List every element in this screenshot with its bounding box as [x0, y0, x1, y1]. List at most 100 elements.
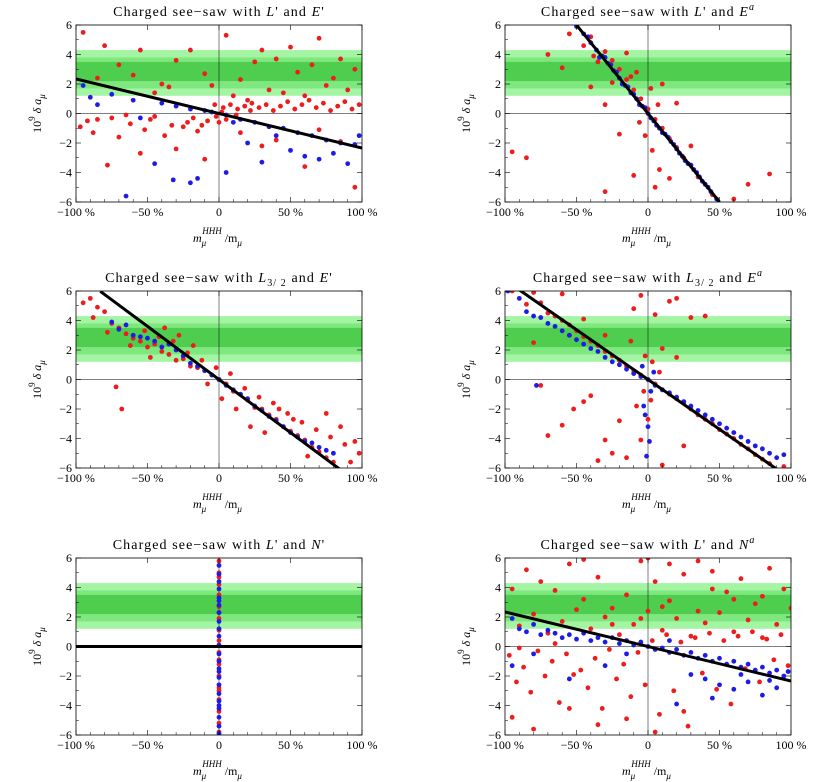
c2-red-point-7	[137, 338, 143, 344]
c0-red-point-73	[259, 143, 265, 149]
c0-red-point-79	[238, 130, 243, 136]
c5-blue-point-41	[717, 682, 722, 688]
c2-red-point-50	[299, 419, 305, 425]
c2-red-point-53	[342, 442, 348, 447]
c4-xtick-label-3: 50 %	[278, 738, 303, 752]
c1-red-point-37	[631, 173, 637, 178]
c3-blue-point-28	[709, 416, 715, 422]
c5-red-point-67	[614, 676, 619, 682]
panel-charged-seesaw-L-prime-E-prime: −6 −4 −2 0 2 4 6 −100 % −50 % 0 50 % 100 % Charged s…	[27, 5, 378, 248]
c3-red-point-69	[657, 369, 662, 375]
c3-red-point-57	[642, 353, 648, 359]
c0-red-point-65	[199, 122, 205, 128]
c0-red-point-29	[302, 93, 308, 99]
c2-red-point-11	[166, 352, 172, 357]
c0-red-point-44	[256, 105, 262, 110]
c3-red-point-59	[602, 332, 608, 338]
c0-red-point-56	[342, 99, 348, 105]
c4-blue-point-7	[216, 619, 222, 624]
c0-red-point-3	[137, 47, 143, 53]
c0-red-point-13	[309, 62, 315, 68]
c1-red-point-27	[648, 86, 654, 91]
c0-red-point-0	[80, 29, 86, 35]
c5-red-point-33	[702, 620, 708, 626]
c5-red-point-29	[645, 608, 651, 614]
c3-red-point-46	[588, 393, 594, 399]
c5-red-point-31	[674, 616, 679, 621]
c5-red-point-69	[642, 682, 648, 688]
c4-blue-point-17	[216, 698, 222, 704]
c0-blue-point-35	[230, 119, 236, 125]
c4-red-point-7	[216, 638, 222, 643]
c5-blue-point-35	[760, 664, 765, 670]
c3-blue-point-2	[524, 309, 529, 315]
c2-red-point-57	[323, 411, 329, 416]
c3-blue-point-7	[559, 328, 565, 334]
c5-blue-point-9	[574, 636, 579, 642]
c3-red-point-72	[531, 340, 536, 346]
c3-ytick-label-3: 0	[495, 373, 501, 387]
c0-xlabel: mμHHH /mμ	[193, 226, 242, 248]
c5-red-point-12	[681, 571, 687, 577]
c1-ytick-label-3: 0	[495, 107, 501, 121]
c5-red-point-47	[606, 647, 612, 652]
c2-xtick-label-4: 100 %	[347, 471, 378, 485]
c3-blue-point-6	[552, 324, 558, 329]
c5-red-point-10	[652, 579, 658, 584]
c2-red-point-49	[285, 411, 291, 416]
c5-red-point-25	[588, 626, 594, 632]
c5-red-point-38	[774, 621, 780, 627]
c4-blue-point-14	[216, 675, 222, 680]
c5-blue-point-1	[516, 626, 522, 632]
c0-red-point-40	[228, 102, 233, 108]
c2-xtick-label-1: −50 %	[132, 471, 164, 485]
c0-red-point-2	[116, 62, 122, 68]
c2-red-point-12	[173, 357, 179, 363]
c3-red-point-62	[681, 443, 687, 449]
c4-blue-point-1	[216, 571, 222, 577]
c5-red-point-6	[595, 574, 601, 580]
c2-red-point-45	[228, 371, 233, 376]
c0-red-point-78	[302, 164, 308, 170]
c5-red-point-63	[556, 700, 562, 705]
c5-red-point-26	[602, 614, 608, 620]
c1-xtick-label-0: −100 %	[486, 205, 524, 219]
c5-red-point-52	[678, 639, 684, 645]
c5-red-point-60	[514, 679, 519, 685]
c4-title: Charged see−saw with L' and N'	[113, 538, 326, 553]
c5-red-point-75	[728, 701, 734, 707]
c3-red-point-66	[648, 397, 654, 403]
c3-blue-point-29	[717, 421, 722, 427]
c0-xtick-label-2: 0	[216, 205, 222, 219]
c0-red-point-23	[166, 84, 172, 90]
c3-red-point-53	[702, 313, 708, 319]
c4-blue-point-19	[216, 714, 222, 720]
c2-blue-point-24	[137, 334, 143, 340]
c3-red-point-67	[641, 388, 647, 394]
c1-red-point-43	[624, 50, 629, 56]
c1-red-point-8	[631, 87, 637, 93]
c3-ytick-label-5: 4	[495, 314, 501, 328]
c3-red-point-45	[617, 418, 622, 424]
c0-red-point-71	[105, 162, 110, 168]
c2-red-point-8	[145, 344, 150, 350]
c5-red-point-28	[631, 621, 637, 627]
c3-red-point-44	[638, 437, 644, 443]
c2-red-point-59	[305, 453, 311, 459]
c3-blue-point-47	[651, 369, 657, 375]
c4-blue-point-12	[216, 658, 222, 664]
c0-red-point-74	[273, 137, 279, 143]
c0-red-point-20	[95, 75, 100, 81]
c3-ytick-label-1: −4	[488, 432, 501, 446]
c5-red-point-96	[552, 641, 558, 646]
c0-ytick-label-4: 2	[66, 77, 72, 91]
c0-red-point-63	[162, 133, 168, 139]
c3-title: Charged see−saw with L3/ 2 and Ea	[533, 268, 763, 289]
c5-blue-point-23	[674, 647, 679, 652]
c0-blue-point-22	[331, 150, 336, 156]
c3-blue-point-16	[624, 366, 629, 372]
c0-red-point-27	[266, 87, 272, 93]
c0-blue-point-25	[170, 177, 176, 183]
c5-red-point-41	[521, 664, 526, 670]
